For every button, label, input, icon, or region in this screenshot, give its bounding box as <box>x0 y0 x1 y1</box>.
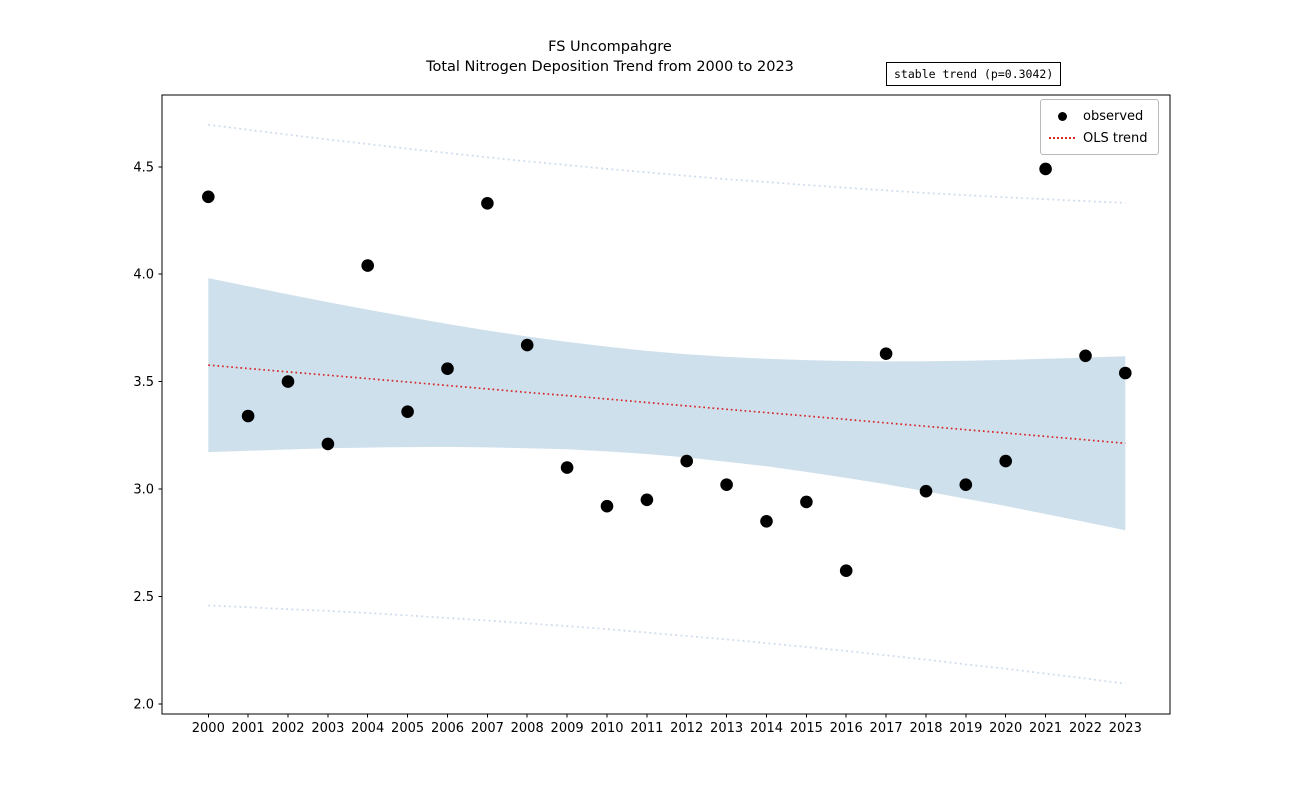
x-tick-label-2011: 2011 <box>630 721 663 736</box>
legend-label-ols-trend: OLS trend <box>1083 130 1148 146</box>
x-tick-label-2022: 2022 <box>1069 721 1102 736</box>
observed-point-2014 <box>760 515 773 528</box>
x-tick-label-2007: 2007 <box>471 721 504 736</box>
observed-point-2016 <box>839 564 853 577</box>
x-tick-label-2000: 2000 <box>192 721 225 736</box>
y-tick-label-3: 3.0 <box>133 483 154 498</box>
observed-point-2018 <box>919 484 933 498</box>
prediction-interval-lower-line <box>208 604 1126 685</box>
legend-item-ols-trend: OLS trend <box>1047 127 1148 149</box>
x-tick-label-2003: 2003 <box>311 721 344 736</box>
x-tick-label-2004: 2004 <box>351 721 384 736</box>
observed-point-2021 <box>1039 162 1052 176</box>
chart-title-line1: FS Uncompahgre <box>548 39 672 55</box>
ols-trend-line <box>208 364 1126 445</box>
chart-title-line2: Total Nitrogen Deposition Trend from 200… <box>426 59 794 75</box>
x-tick-label-2015: 2015 <box>790 721 823 736</box>
x-tick-label-2005: 2005 <box>391 721 424 736</box>
observed-point-2013 <box>720 478 733 492</box>
observed-point-2000 <box>202 190 215 204</box>
x-tick-label-2002: 2002 <box>271 721 304 736</box>
legend-marker-ols-trend <box>1047 137 1077 139</box>
observed-point-2001 <box>241 409 255 423</box>
observed-point-2010 <box>600 499 614 513</box>
observed-point-2006 <box>441 362 454 376</box>
x-tick-label-2019: 2019 <box>949 721 982 736</box>
y-tick-label-2: 2.0 <box>133 697 154 712</box>
observed-point-2023 <box>1119 366 1132 380</box>
observed-point-2011 <box>640 493 654 507</box>
trend-annotation: stable trend (p=0.3042) <box>886 62 1062 86</box>
observed-point-2017 <box>879 347 893 361</box>
axes-spines <box>161 94 1171 715</box>
observed-point-2007 <box>481 197 494 210</box>
y-tick-label-4.5: 4.5 <box>133 160 154 175</box>
observed-point-2020 <box>999 454 1012 468</box>
x-tick-label-2014: 2014 <box>750 721 783 736</box>
legend-marker-observed <box>1047 111 1077 121</box>
x-tick-label-2006: 2006 <box>431 721 464 736</box>
observed-point-2008 <box>520 338 534 352</box>
x-tick-label-2018: 2018 <box>909 721 942 736</box>
x-tick-label-2016: 2016 <box>830 721 863 736</box>
legend-item-observed: observed <box>1047 105 1148 127</box>
observed-point-2002 <box>281 375 295 388</box>
x-tick-label-2009: 2009 <box>551 721 584 736</box>
observed-point-2005 <box>401 405 414 419</box>
x-tick-label-2001: 2001 <box>232 721 265 736</box>
x-tick-label-2012: 2012 <box>670 721 703 736</box>
x-tick-label-2017: 2017 <box>870 721 903 736</box>
x-tick-label-2021: 2021 <box>1029 721 1062 736</box>
legend-label-observed: observed <box>1083 108 1144 124</box>
y-tick-label-2.5: 2.5 <box>133 590 154 605</box>
observed-point-2015 <box>800 495 813 509</box>
x-tick-label-2023: 2023 <box>1109 721 1142 736</box>
observed-point-2012 <box>680 454 693 468</box>
trend-dotted-line-icon <box>1049 137 1075 139</box>
chart-title: FS Uncompahgre Total Nitrogen Deposition… <box>260 37 960 77</box>
x-tick-label-2013: 2013 <box>710 721 743 736</box>
observed-point-2004 <box>361 259 375 272</box>
x-tick-label-2010: 2010 <box>590 721 623 736</box>
x-tick-label-2020: 2020 <box>989 721 1022 736</box>
prediction-interval-upper-line <box>208 123 1126 204</box>
x-tick-label-2008: 2008 <box>511 721 544 736</box>
y-tick-label-4: 4.0 <box>133 268 154 283</box>
observed-point-2022 <box>1079 349 1092 363</box>
observed-point-2019 <box>959 478 973 492</box>
observed-point-2009 <box>560 461 574 474</box>
y-tick-label-3.5: 3.5 <box>133 375 154 390</box>
legend: observed OLS trend <box>1040 99 1159 155</box>
observed-dot-icon <box>1057 111 1067 121</box>
observed-point-2003 <box>321 437 335 451</box>
